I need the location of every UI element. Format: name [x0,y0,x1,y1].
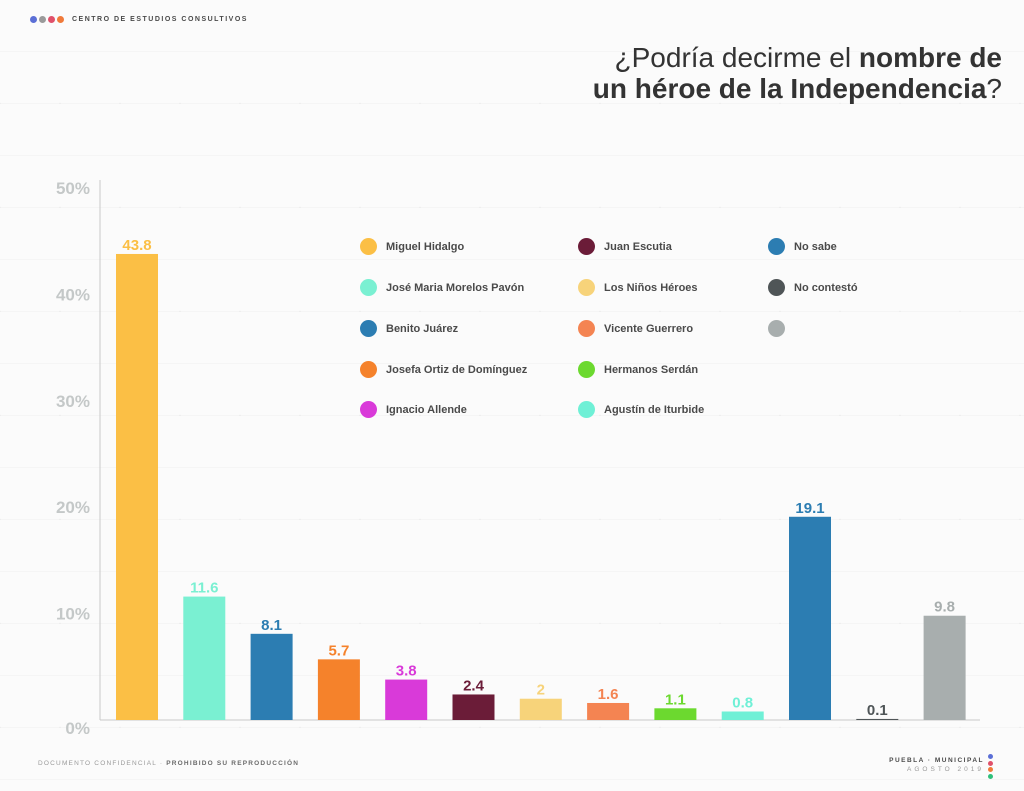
y-tick-label: 40% [56,285,90,304]
chart-title: ¿Podría decirme el nombre de un héroe de… [442,42,1002,104]
y-tick-label: 50% [56,179,90,198]
title-part-2: nombre de [858,42,1002,73]
data-label: 9.8 [934,599,955,616]
title-part-4: ? [986,73,1002,104]
bar [654,708,697,720]
brand-dot-icon [39,16,46,23]
footer-date: AGOSTO 2019 [907,766,984,773]
title-part-1: ¿Podría decirme el [614,42,859,73]
bar [519,698,562,720]
bar [116,253,158,720]
brand-dot-icon [48,16,55,23]
y-tick-label: 10% [56,605,90,624]
brand-dot-icon [30,16,37,23]
data-label: 1.1 [665,691,686,708]
data-label: 8.1 [261,617,282,634]
title-part-3: un héroe de la Independencia [592,73,987,104]
bar [587,702,630,720]
bar [856,718,899,720]
bar [250,633,293,720]
data-label: 2 [537,682,545,699]
y-tick-label: 0% [65,719,90,738]
brand-header: CENTRO DE ESTUDIOS CONSULTIVOS [30,16,248,23]
bar [183,596,226,720]
bar [385,679,428,720]
bar [317,659,360,720]
data-label: 43.8 [122,237,151,254]
footer-confidential: DOCUMENTO CONFIDENCIAL · PROHIBIDO SU RE… [38,760,299,767]
footer-left-bold: PROHIBIDO SU REPRODUCCIÓN [166,760,300,767]
bar [721,711,764,720]
footer-dots-icon [988,754,994,780]
data-label: 0.8 [732,694,753,711]
footer-left-text: DOCUMENTO CONFIDENCIAL · [38,760,167,767]
brand-name: CENTRO DE ESTUDIOS CONSULTIVOS [72,16,248,23]
data-label: 19.1 [795,500,824,517]
data-label: 0.1 [867,702,888,719]
data-label: 3.8 [396,663,417,680]
y-tick-label: 20% [56,498,90,517]
data-label: 5.7 [328,642,349,659]
data-label: 1.6 [598,686,619,703]
footer-location: PUEBLA · MUNICIPAL AGOSTO 2019 [889,756,984,774]
data-label: 2.4 [463,677,485,694]
brand-dot-icon [57,16,64,23]
data-label: 11.6 [190,580,218,597]
y-tick-label: 30% [56,392,90,411]
bar [789,516,831,720]
footer-location-name: PUEBLA · MUNICIPAL [889,757,984,764]
bar [452,694,495,720]
bar [923,615,966,720]
